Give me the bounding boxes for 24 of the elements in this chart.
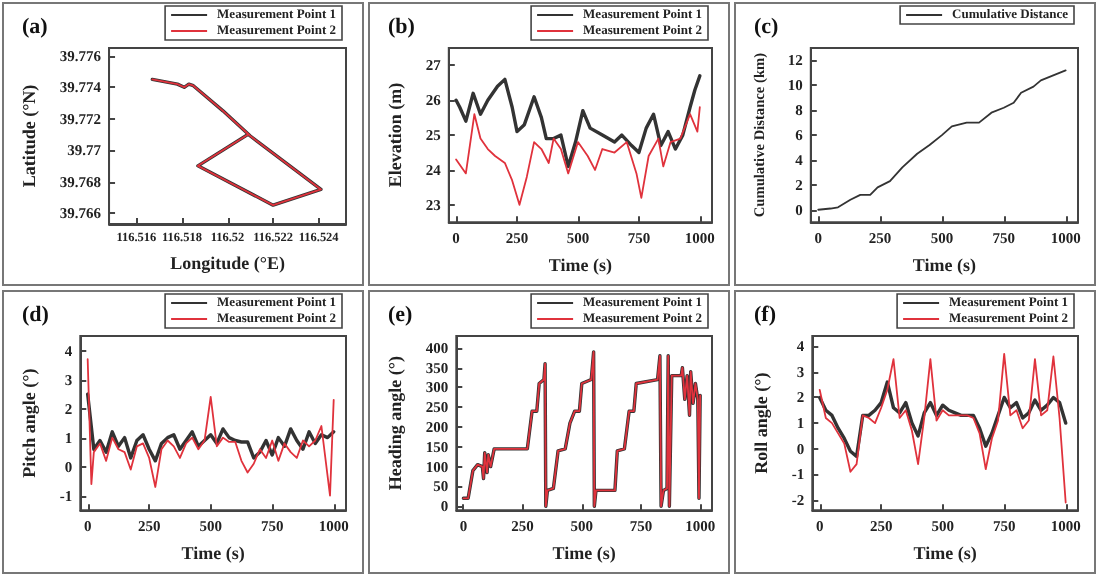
line-series <box>86 358 335 497</box>
line-series <box>455 106 701 206</box>
x-axis-title: Time (s) <box>181 543 245 563</box>
y-axis-title: Elevation (m) <box>385 82 405 188</box>
line-series <box>818 353 1067 504</box>
chart-title: (b) <box>388 15 416 39</box>
chart-title: (f) <box>754 303 777 327</box>
y-axis-title: Pitch angle (°) <box>19 368 39 478</box>
y-axis-title: Heading angle (°) <box>385 355 405 491</box>
x-axis-title: Time (s) <box>552 543 616 563</box>
line-series <box>817 380 1068 459</box>
x-axis-title: Time (s) <box>912 255 976 275</box>
chart-title: (a) <box>22 15 49 39</box>
line-series <box>817 69 1067 211</box>
chart-title: (e) <box>388 303 414 327</box>
chart-title: (c) <box>754 15 780 39</box>
line-series <box>454 74 702 169</box>
line-series <box>85 392 336 463</box>
x-axis-title: Time (s) <box>548 255 612 275</box>
chart-title: (d) <box>22 303 50 327</box>
x-axis-title: Time (s) <box>913 543 977 563</box>
y-axis-title: Latitude (°N) <box>19 84 39 188</box>
x-axis-title: Longitude (°E) <box>170 252 285 273</box>
y-axis-title: Roll angle (°) <box>751 372 771 474</box>
